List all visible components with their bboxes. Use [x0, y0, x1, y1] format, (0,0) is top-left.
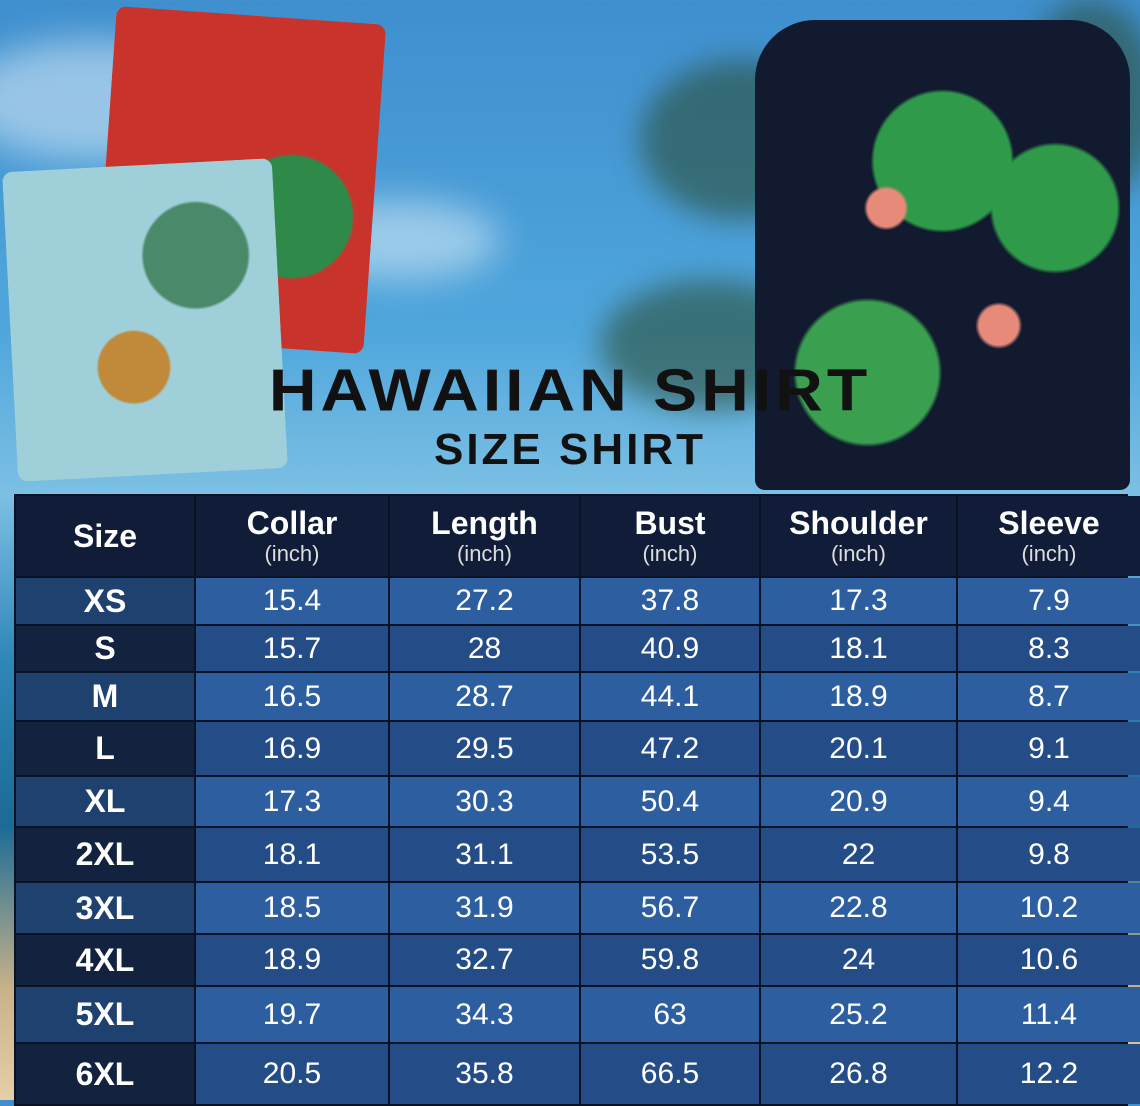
- size-label-cell: XS: [16, 578, 194, 624]
- table-cell: 26.8: [761, 1044, 956, 1104]
- table-cell: 17.3: [196, 777, 388, 826]
- page-title: HAWAIIAN SHIRT: [268, 356, 872, 424]
- table-cell: 50.4: [581, 777, 759, 826]
- size-label-cell: XL: [16, 777, 194, 826]
- table-cell: 34.3: [390, 987, 579, 1042]
- table-cell: 40.9: [581, 626, 759, 671]
- table-cell: 18.1: [196, 828, 388, 881]
- table-cell: 16.5: [196, 673, 388, 720]
- page-subtitle: SIZE SHIRT: [433, 425, 707, 474]
- table-cell: 59.8: [581, 935, 759, 985]
- header-label: Shoulder: [789, 505, 928, 541]
- table-cell: 19.7: [196, 987, 388, 1042]
- table-cell: 32.7: [390, 935, 579, 985]
- table-cell: 56.7: [581, 883, 759, 933]
- table-cell: 20.1: [761, 722, 956, 775]
- table-cell: 17.3: [761, 578, 956, 624]
- size-label-cell: S: [16, 626, 194, 671]
- table-cell: 35.8: [390, 1044, 579, 1104]
- header-label: Size: [72, 518, 138, 554]
- table-cell: 28.7: [390, 673, 579, 720]
- header-label: Sleeve: [998, 505, 1100, 541]
- table-cell: 9.4: [958, 777, 1140, 826]
- table-cell: 18.1: [761, 626, 956, 671]
- table-cell: 8.3: [958, 626, 1140, 671]
- header-label: Collar: [246, 505, 338, 541]
- table-cell: 63: [581, 987, 759, 1042]
- header-label: Length: [431, 505, 538, 541]
- table-cell: 7.9: [958, 578, 1140, 624]
- column-header: Length (inch): [390, 496, 579, 576]
- column-header: Bust (inch): [581, 496, 759, 576]
- table-cell: 10.6: [958, 935, 1140, 985]
- table-cell: 10.2: [958, 883, 1140, 933]
- header-label: Bust: [634, 505, 706, 541]
- header-unit: (inch): [1021, 541, 1077, 566]
- table-cell: 53.5: [581, 828, 759, 881]
- header-unit: (inch): [830, 541, 886, 566]
- table-cell: 66.5: [581, 1044, 759, 1104]
- table-cell: 8.7: [958, 673, 1140, 720]
- table-cell: 24: [761, 935, 956, 985]
- table-cell: 9.8: [958, 828, 1140, 881]
- table-cell: 20.9: [761, 777, 956, 826]
- column-header: Sleeve (inch): [958, 496, 1140, 576]
- header-unit: (inch): [456, 541, 512, 566]
- model-flamingo-shirt-image: [755, 20, 1130, 490]
- column-header: Collar (inch): [196, 496, 388, 576]
- table-cell: 22.8: [761, 883, 956, 933]
- size-label-cell: 4XL: [16, 935, 194, 985]
- table-cell: 47.2: [581, 722, 759, 775]
- column-header: Size: [16, 496, 194, 576]
- table-cell: 28: [390, 626, 579, 671]
- table-cell: 25.2: [761, 987, 956, 1042]
- size-label-cell: L: [16, 722, 194, 775]
- table-cell: 12.2: [958, 1044, 1140, 1104]
- size-chart-table: Size Collar (inch) Length (inch) Bust (inch) Sh…: [14, 494, 1140, 1106]
- header-unit: (inch): [264, 541, 320, 566]
- table-cell: 18.5: [196, 883, 388, 933]
- size-label-cell: M: [16, 673, 194, 720]
- table-cell: 44.1: [581, 673, 759, 720]
- table-cell: 22: [761, 828, 956, 881]
- table-cell: 37.8: [581, 578, 759, 624]
- size-label-cell: 6XL: [16, 1044, 194, 1104]
- table-cell: 11.4: [958, 987, 1140, 1042]
- table-cell: 15.4: [196, 578, 388, 624]
- table-cell: 18.9: [761, 673, 956, 720]
- table-cell: 27.2: [390, 578, 579, 624]
- table-cell: 16.9: [196, 722, 388, 775]
- table-cell: 29.5: [390, 722, 579, 775]
- header-unit: (inch): [642, 541, 698, 566]
- table-cell: 31.1: [390, 828, 579, 881]
- table-cell: 30.3: [390, 777, 579, 826]
- size-label-cell: 2XL: [16, 828, 194, 881]
- table-cell: 20.5: [196, 1044, 388, 1104]
- column-header: Shoulder (inch): [761, 496, 956, 576]
- size-label-cell: 5XL: [16, 987, 194, 1042]
- table-cell: 9.1: [958, 722, 1140, 775]
- table-cell: 18.9: [196, 935, 388, 985]
- table-cell: 15.7: [196, 626, 388, 671]
- table-cell: 31.9: [390, 883, 579, 933]
- size-label-cell: 3XL: [16, 883, 194, 933]
